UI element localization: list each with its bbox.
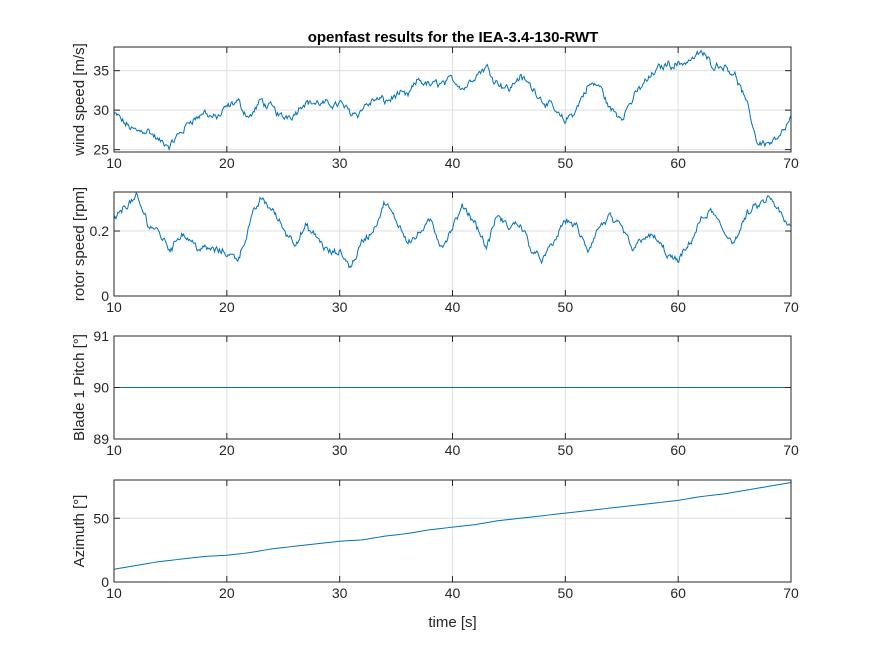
azimuth-series-line xyxy=(113,482,792,570)
blade-pitch-subplot: 10 20 30 40 50 60 70 89 90 91 Blade 1 Pitch [°] xyxy=(71,328,799,458)
x-tick-label: 70 xyxy=(783,299,799,315)
x-tick-label: 10 xyxy=(106,155,122,171)
azimuth-tick-labels: 10 20 30 40 50 60 70 0 50 xyxy=(93,480,799,601)
x-tick-label: 30 xyxy=(332,442,348,458)
x-tick-label: 30 xyxy=(332,299,348,315)
y-tick-label: 90 xyxy=(93,380,109,396)
x-tick-label: 50 xyxy=(558,585,574,601)
x-tick-label: 60 xyxy=(670,585,686,601)
time-x-axis-label: time [s] xyxy=(428,614,476,631)
x-tick-label: 30 xyxy=(332,155,348,171)
x-tick-label: 60 xyxy=(670,155,686,171)
x-tick-label: 50 xyxy=(558,442,574,458)
x-tick-label: 10 xyxy=(106,442,122,458)
y-tick-label: 0 xyxy=(101,574,109,590)
rotor-speed-subplot: 10 20 30 40 50 60 70 0 0.2 rotor speed [rpm] xyxy=(71,187,799,315)
x-tick-label: 60 xyxy=(670,299,686,315)
y-tick-label: 0.2 xyxy=(90,223,110,239)
x-tick-label: 10 xyxy=(106,299,122,315)
y-tick-label: 50 xyxy=(93,510,109,526)
rotor-speed-series-line xyxy=(113,191,792,269)
rotor-speed-tick-labels: 10 20 30 40 50 60 70 0 0.2 xyxy=(90,192,799,315)
y-tick-label: 89 xyxy=(93,431,109,447)
x-tick-label: 30 xyxy=(332,585,348,601)
x-tick-label: 20 xyxy=(219,442,235,458)
x-tick-label: 20 xyxy=(219,585,235,601)
y-tick-label: 91 xyxy=(93,328,109,344)
azimuth-subplot: 10 20 30 40 50 60 70 0 50 Azimuth [°] time [s] xyxy=(71,479,799,631)
x-tick-label: 40 xyxy=(445,585,461,601)
x-tick-label: 50 xyxy=(558,155,574,171)
wind-speed-subplot: 10 20 30 40 50 60 70 25 30 35 wind speed [m/s] xyxy=(71,43,799,171)
y-tick-label: 30 xyxy=(93,102,109,118)
x-tick-label: 70 xyxy=(783,585,799,601)
x-tick-label: 40 xyxy=(445,299,461,315)
wind-speed-series-line xyxy=(113,49,792,152)
y-tick-label: 35 xyxy=(93,63,109,79)
rotor-speed-y-axis-label: rotor speed [rpm] xyxy=(71,187,88,301)
x-tick-label: 50 xyxy=(558,299,574,315)
x-tick-label: 40 xyxy=(445,442,461,458)
x-tick-label: 70 xyxy=(783,442,799,458)
y-tick-label: 25 xyxy=(93,142,109,158)
y-tick-label: 0 xyxy=(101,288,109,304)
x-tick-label: 10 xyxy=(106,585,122,601)
x-tick-label: 20 xyxy=(219,299,235,315)
azimuth-y-axis-label: Azimuth [°] xyxy=(71,495,88,568)
blade-pitch-tick-labels: 10 20 30 40 50 60 70 89 90 91 xyxy=(93,328,799,458)
blade-pitch-y-axis-label: Blade 1 Pitch [°] xyxy=(71,334,88,441)
wind-speed-y-axis-label: wind speed [m/s] xyxy=(71,43,88,157)
x-tick-label: 60 xyxy=(670,442,686,458)
x-tick-label: 40 xyxy=(445,155,461,171)
x-tick-label: 70 xyxy=(783,155,799,171)
wind-speed-tick-labels: 10 20 30 40 50 60 70 25 30 35 xyxy=(93,47,799,171)
x-tick-label: 20 xyxy=(219,155,235,171)
figure-title: openfast results for the IEA-3.4-130-RWT xyxy=(308,29,599,46)
